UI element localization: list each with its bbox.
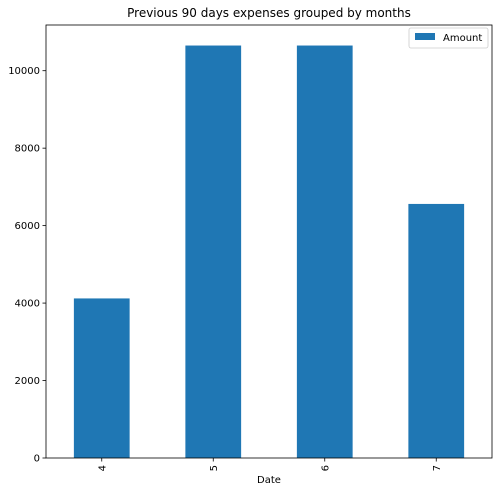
x-tick-label: 7 [432,465,443,471]
bar-7 [408,203,465,458]
x-tick-label: 5 [209,465,220,471]
plot-frame [45,24,493,459]
y-axis: 0 2000 4000 6000 8000 10000 [8,66,46,465]
bar-4 [73,298,130,458]
y-tick-label: 6000 [15,221,40,232]
bar-5 [185,45,242,458]
x-axis: 4 5 6 7 [97,458,443,471]
y-tick-label: 2000 [15,376,40,387]
x-tick-label: 4 [97,465,108,471]
y-tick-label: 8000 [15,144,40,155]
y-tick-label: 4000 [15,299,40,310]
chart-title: Previous 90 days expenses grouped by mon… [127,6,411,20]
x-tick-label: 6 [320,465,331,471]
bar-6 [296,45,353,458]
y-tick-label: 10000 [8,66,40,77]
legend-swatch [415,33,435,40]
legend: Amount [408,27,489,49]
bars-layer [73,45,465,458]
y-tick-label: 0 [34,454,40,465]
legend-label: Amount [443,33,482,44]
x-axis-label: Date [257,475,281,486]
